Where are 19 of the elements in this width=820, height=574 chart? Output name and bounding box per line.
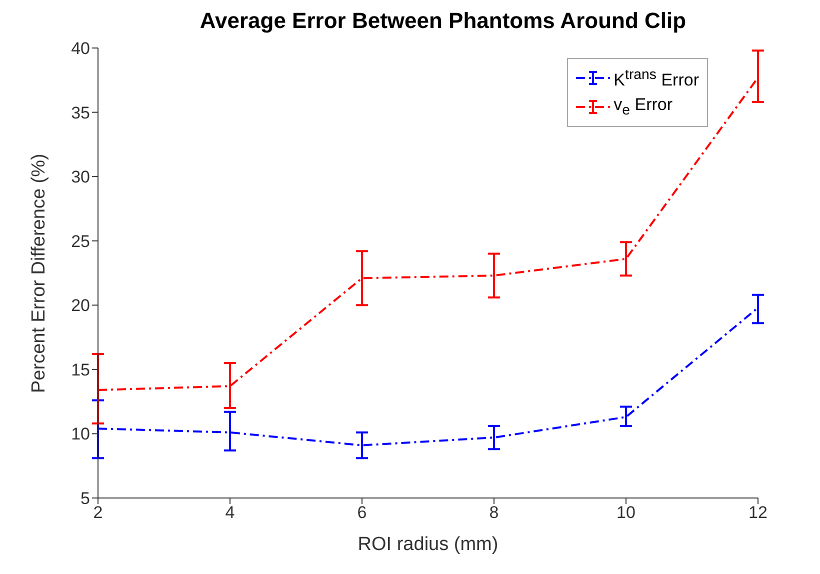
x-tick-label: 10 xyxy=(616,503,636,522)
x-tick-label: 8 xyxy=(489,503,499,522)
y-tick-label: 20 xyxy=(71,296,90,316)
x-axis-title: ROI radius (mm) xyxy=(358,534,498,555)
y-axis-title: Percent Error Difference (%) xyxy=(28,154,50,393)
y-tick-label: 35 xyxy=(71,103,90,122)
x-tick-label: 4 xyxy=(225,503,235,522)
legend-label: K$^{trans}$ Error xyxy=(614,66,699,92)
y-tick-label: 30 xyxy=(71,168,90,187)
chart-title: Average Error Between Phantoms Around Clip xyxy=(198,8,688,35)
y-tick-label: 10 xyxy=(71,424,90,444)
x-tick-label: 6 xyxy=(357,503,367,522)
x-tick-label: 2 xyxy=(93,503,103,522)
y-tick-label: 5 xyxy=(80,489,90,508)
y-tick-label: 25 xyxy=(71,232,90,251)
legend-label: v$_{e}$ Error xyxy=(614,94,673,120)
y-tick-label: 15 xyxy=(71,360,90,380)
y-tick-label: 40 xyxy=(71,39,90,58)
x-tick-label: 12 xyxy=(748,503,768,522)
